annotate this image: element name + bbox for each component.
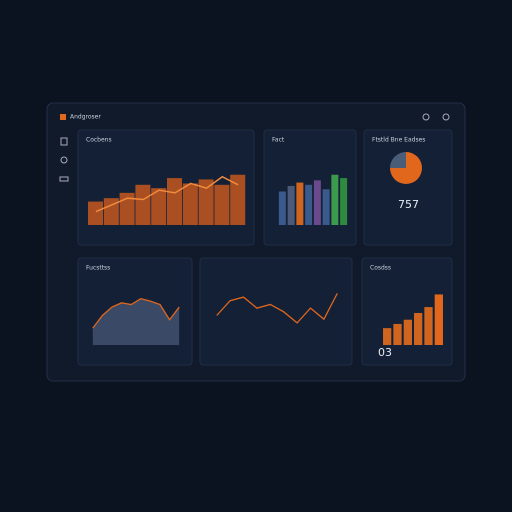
- bar: [278, 191, 286, 225]
- bar: [313, 180, 321, 225]
- bar: [230, 174, 246, 225]
- panel-title: Fucsttss: [86, 265, 110, 272]
- bar: [340, 178, 348, 225]
- icon[interactable]: [422, 113, 430, 121]
- bar: [414, 312, 423, 345]
- panel-title: Fact: [272, 137, 285, 144]
- bar: [434, 294, 443, 345]
- bar: [119, 192, 135, 225]
- icon[interactable]: [442, 113, 450, 121]
- app-title: Andgroser: [70, 114, 101, 121]
- bar: [103, 198, 119, 225]
- panel: [363, 129, 453, 246]
- panel-title: Cosdss: [370, 265, 391, 272]
- bar: [331, 174, 339, 225]
- bar: [88, 201, 104, 225]
- nav-icon[interactable]: [60, 137, 68, 146]
- bar: [167, 178, 183, 225]
- line: [92, 297, 180, 329]
- pie-slice: [390, 152, 406, 168]
- panel: [199, 257, 353, 366]
- bar: [322, 189, 330, 225]
- logo: [60, 114, 66, 120]
- area: [92, 298, 180, 345]
- line: [95, 175, 239, 213]
- bar: [135, 184, 151, 225]
- bar: [305, 184, 313, 225]
- bar: [151, 188, 167, 225]
- kpi: 757: [398, 198, 419, 211]
- bar: [182, 183, 198, 225]
- bar: [296, 182, 304, 225]
- bar: [383, 328, 392, 345]
- bar: [403, 319, 412, 345]
- kpi: 03: [378, 346, 392, 359]
- bar: [214, 184, 230, 225]
- panel-title: Ftstld Bne Eadses: [372, 137, 425, 144]
- bar: [198, 179, 214, 225]
- panel-title: Cocbens: [86, 137, 112, 144]
- bar: [393, 323, 402, 345]
- line: [216, 293, 338, 324]
- bar: [424, 307, 433, 345]
- nav-icon[interactable]: [59, 176, 69, 182]
- nav-icon[interactable]: [60, 156, 68, 164]
- bar: [287, 185, 295, 225]
